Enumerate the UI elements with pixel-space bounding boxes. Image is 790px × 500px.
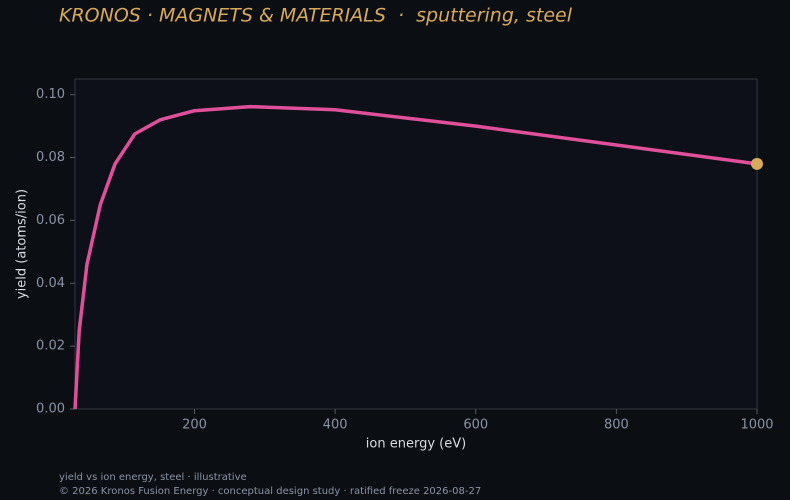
x-axis-label: ion energy (eV) (366, 437, 466, 452)
x-tick-label: 600 (463, 418, 488, 433)
y-axis-label: yield (atoms/ion) (15, 189, 30, 299)
y-tick-label: 0.04 (36, 276, 65, 291)
end-marker (751, 157, 763, 170)
y-tick-label: 0.08 (36, 150, 65, 165)
y-tick-label: 0.10 (36, 87, 65, 102)
plot-area (74, 78, 758, 410)
x-tick-label: 400 (323, 418, 348, 433)
y-tick-label: 0.02 (36, 339, 65, 354)
y-tick-label: 0.00 (36, 402, 65, 417)
footer-copyright: © 2026 Kronos Fusion Energy · conceptual… (59, 486, 481, 497)
x-tick-label: 200 (182, 418, 207, 433)
line-series (73, 104, 758, 410)
chart-title: KRONOS · MAGNETS & MATERIALS · sputterin… (59, 5, 573, 27)
x-tick-label: 800 (604, 418, 629, 433)
y-tick-label: 0.06 (36, 213, 65, 228)
x-tick-label: 1000 (740, 418, 773, 433)
footer-note: yield vs ion energy, steel · illustrativ… (59, 472, 247, 483)
